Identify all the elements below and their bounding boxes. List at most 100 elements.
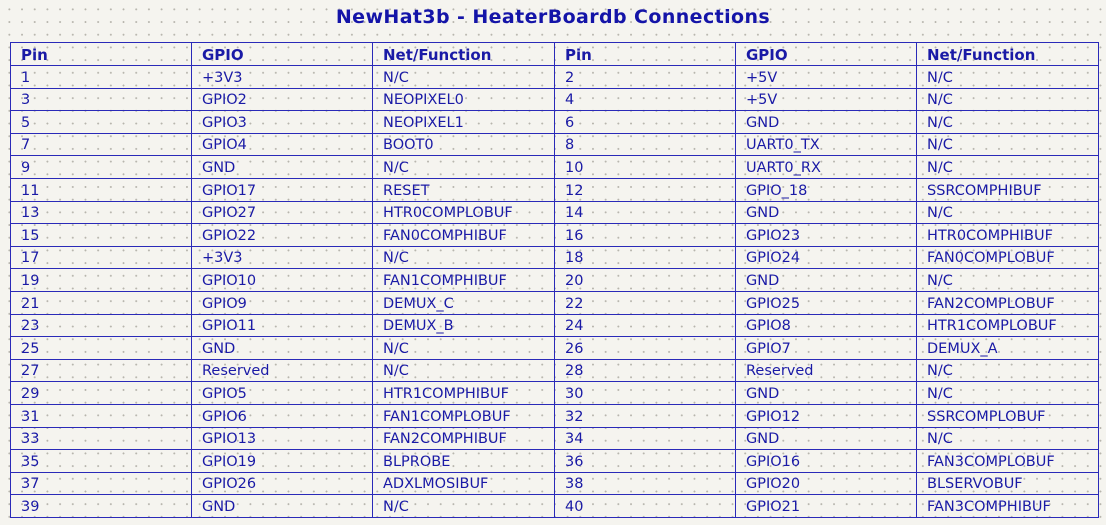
gpio-left-cell: Reserved: [191, 358, 373, 383]
table-row: 15 GPIO22 FAN0COMPHIBUF 16 GPIO23 HTR0COMPHIB…: [10, 223, 1099, 247]
gpio-left-cell: GND: [191, 155, 373, 179]
net-right-cell: N/C: [916, 426, 1099, 451]
pin-left-cell: 17: [10, 245, 192, 270]
net-right-cell: N/C: [916, 268, 1099, 292]
pin-right-cell: 26: [554, 336, 736, 360]
pin-right-cell: 8: [554, 132, 736, 157]
table-row: 9 GND N/C 10 UART0_RX N/C: [10, 155, 1099, 179]
net-left-cell: BOOT0: [372, 132, 555, 157]
net-right-cell: N/C: [916, 358, 1099, 383]
header-gpio-left: GPIO: [191, 42, 373, 66]
gpio-right-cell: GPIO20: [735, 471, 917, 496]
table-row: 1 +3V3 N/C 2 +5V N/C: [10, 65, 1099, 89]
net-right-cell: N/C: [916, 65, 1099, 89]
pin-right-cell: 18: [554, 245, 736, 270]
gpio-right-cell: UART0_RX: [735, 155, 917, 179]
pin-right-cell: 30: [554, 381, 736, 405]
gpio-right-cell: GPIO_18: [735, 177, 917, 202]
gpio-left-cell: GPIO17: [191, 177, 373, 202]
gpio-left-cell: GPIO2: [191, 87, 373, 112]
gpio-left-cell: GPIO4: [191, 132, 373, 157]
gpio-right-cell: GPIO25: [735, 290, 917, 315]
pin-right-cell: 34: [554, 426, 736, 451]
table-row: 19 GPIO10 FAN1COMPHIBUF 20 GND N/C: [10, 268, 1099, 292]
table-row: 13 GPIO27 HTR0COMPLOBUF 14 GND N/C: [10, 200, 1099, 225]
pin-left-cell: 19: [10, 268, 192, 292]
gpio-right-cell: +5V: [735, 87, 917, 112]
gpio-right-cell: GPIO21: [735, 494, 917, 518]
pin-left-cell: 11: [10, 177, 192, 202]
pin-left-cell: 29: [10, 381, 192, 405]
pin-right-cell: 22: [554, 290, 736, 315]
net-left-cell: N/C: [372, 336, 555, 360]
pin-left-cell: 35: [10, 449, 192, 473]
net-left-cell: FAN1COMPHIBUF: [372, 268, 555, 292]
net-right-cell: FAN3COMPHIBUF: [916, 494, 1099, 518]
gpio-right-cell: GPIO12: [735, 403, 917, 428]
gpio-right-cell: GPIO24: [735, 245, 917, 270]
net-left-cell: FAN1COMPLOBUF: [372, 403, 555, 428]
gpio-left-cell: GPIO19: [191, 449, 373, 473]
gpio-right-cell: GPIO8: [735, 313, 917, 338]
net-right-cell: N/C: [916, 381, 1099, 405]
gpio-left-cell: GPIO22: [191, 223, 373, 247]
pin-left-cell: 9: [10, 155, 192, 179]
gpio-right-cell: GPIO23: [735, 223, 917, 247]
net-left-cell: DEMUX_B: [372, 313, 555, 338]
pin-right-cell: 10: [554, 155, 736, 179]
pin-right-cell: 36: [554, 449, 736, 473]
net-left-cell: ADXLMOSIBUF: [372, 471, 555, 496]
net-right-cell: DEMUX_A: [916, 336, 1099, 360]
pin-left-cell: 3: [10, 87, 192, 112]
pin-rows: 1 +3V3 N/C 2 +5V N/C 3 GPIO2 NEOPIXEL0 4 +5V N/C 5 GP…: [10, 65, 1099, 518]
net-right-cell: N/C: [916, 200, 1099, 225]
net-left-cell: NEOPIXEL0: [372, 87, 555, 112]
table-row: 31 GPIO6 FAN1COMPLOBUF 32 GPIO12 SSRCOMPLOBUF: [10, 403, 1099, 428]
header-pin-left: Pin: [10, 42, 192, 66]
net-right-cell: FAN0COMPLOBUF: [916, 245, 1099, 270]
gpio-left-cell: +3V3: [191, 65, 373, 89]
pin-right-cell: 20: [554, 268, 736, 292]
gpio-left-cell: GND: [191, 494, 373, 518]
table-row: 3 GPIO2 NEOPIXEL0 4 +5V N/C: [10, 87, 1099, 112]
pin-left-cell: 39: [10, 494, 192, 518]
pin-right-cell: 16: [554, 223, 736, 247]
table-row: 21 GPIO9 DEMUX_C 22 GPIO25 FAN2COMPLOBUF: [10, 290, 1099, 315]
gpio-right-cell: +5V: [735, 65, 917, 89]
net-left-cell: NEOPIXEL1: [372, 110, 555, 134]
pin-left-cell: 21: [10, 290, 192, 315]
gpio-left-cell: GPIO10: [191, 268, 373, 292]
table-row: 37 GPIO26 ADXLMOSIBUF 38 GPIO20 BLSERVOBUF: [10, 471, 1099, 496]
header-pin-right: Pin: [554, 42, 736, 66]
net-left-cell: DEMUX_C: [372, 290, 555, 315]
net-left-cell: FAN2COMPHIBUF: [372, 426, 555, 451]
gpio-right-cell: GND: [735, 426, 917, 451]
header-row: Pin GPIO Net/Function Pin GPIO Net/Funct…: [10, 42, 1099, 66]
gpio-left-cell: GPIO11: [191, 313, 373, 338]
table-row: 39 GND N/C 40 GPIO21 FAN3COMPHIBUF: [10, 494, 1099, 518]
pin-left-cell: 1: [10, 65, 192, 89]
pin-right-cell: 40: [554, 494, 736, 518]
gpio-left-cell: GPIO13: [191, 426, 373, 451]
gpio-left-cell: GND: [191, 336, 373, 360]
table-row: 5 GPIO3 NEOPIXEL1 6 GND N/C: [10, 110, 1099, 134]
net-left-cell: N/C: [372, 494, 555, 518]
gpio-left-cell: GPIO6: [191, 403, 373, 428]
net-left-cell: N/C: [372, 155, 555, 179]
net-left-cell: FAN0COMPHIBUF: [372, 223, 555, 247]
net-right-cell: N/C: [916, 155, 1099, 179]
gpio-right-cell: GND: [735, 200, 917, 225]
gpio-right-cell: GPIO16: [735, 449, 917, 473]
net-right-cell: FAN2COMPLOBUF: [916, 290, 1099, 315]
gpio-right-cell: Reserved: [735, 358, 917, 383]
header-gpio-right: GPIO: [735, 42, 917, 66]
net-right-cell: SSRCOMPHIBUF: [916, 177, 1099, 202]
table-row: 17 +3V3 N/C 18 GPIO24 FAN0COMPLOBUF: [10, 245, 1099, 270]
header-net-right: Net/Function: [916, 42, 1099, 66]
diagram-title: NewHat3b - HeaterBoardb Connections: [335, 6, 771, 28]
table-row: 33 GPIO13 FAN2COMPHIBUF 34 GND N/C: [10, 426, 1099, 451]
net-right-cell: HTR0COMPHIBUF: [916, 223, 1099, 247]
pin-right-cell: 28: [554, 358, 736, 383]
gpio-right-cell: GND: [735, 268, 917, 292]
net-left-cell: N/C: [372, 245, 555, 270]
